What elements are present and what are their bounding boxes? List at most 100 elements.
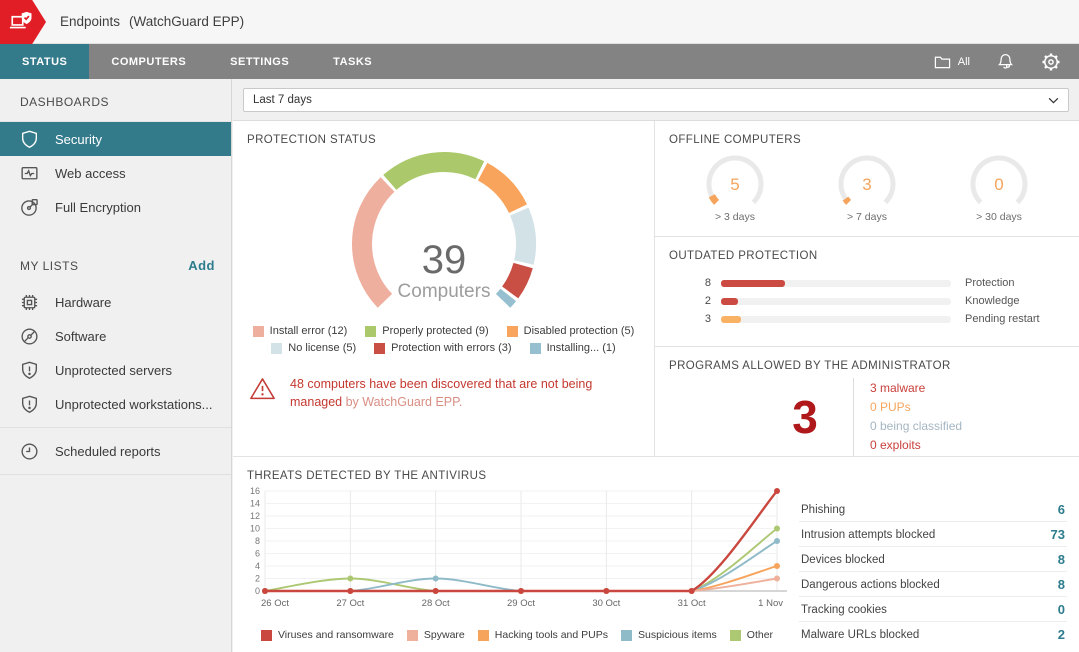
dashboard-panels: PROTECTION STATUS 39 Computers Install e… <box>233 120 1079 652</box>
sidebar-item-label: Scheduled reports <box>55 443 161 459</box>
sidebar-item-label: Unprotected servers <box>55 362 173 378</box>
stat-value: 8 <box>1057 552 1065 567</box>
panel-title: OUTDATED PROTECTION <box>669 250 818 262</box>
top-bar: Endpoints (WatchGuard EPP) <box>0 0 1079 44</box>
warning-link[interactable]: 48 computers have been discovered that a… <box>290 376 620 411</box>
sidebar-item-software[interactable]: Software <box>0 319 231 353</box>
bar-track <box>721 315 951 323</box>
legend-item: Viruses and ransomware <box>260 629 394 641</box>
sidebar-item-scheduled-reports[interactable]: Scheduled reports <box>0 434 231 468</box>
sidebar-item-web-access[interactable]: Web access <box>0 156 231 190</box>
shield-alert-icon <box>21 395 38 413</box>
legend-item: Hacking tools and PUPs <box>477 629 608 641</box>
tab-status[interactable]: STATUS <box>0 44 90 79</box>
legend-label: Protection with errors (3) <box>391 342 512 354</box>
sidebar-item-label: Unprotected workstations... <box>55 396 213 412</box>
sidebar-item-label: Full Encryption <box>55 199 141 215</box>
svg-text:4: 4 <box>255 561 260 571</box>
svg-text:12: 12 <box>250 511 260 521</box>
legend-item: Spyware <box>406 629 465 641</box>
legend-label: Spyware <box>423 629 465 641</box>
stat-row-dangerous-actions-blocked[interactable]: Dangerous actions blocked 8 <box>799 572 1067 597</box>
sidebar-item-hardware[interactable]: Hardware <box>0 285 231 319</box>
chip-icon <box>21 294 38 310</box>
offline-gauge-label: > 30 days <box>976 211 1022 223</box>
warning-main: 48 computers have been discovered that a… <box>290 377 593 409</box>
legend-item: Other <box>729 629 773 641</box>
svg-text:10: 10 <box>250 524 260 534</box>
sidebar-item-unprotected-servers[interactable]: Unprotected servers <box>0 353 231 387</box>
offline-count: 5 <box>730 175 739 194</box>
stat-label: Tracking cookies <box>801 603 887 616</box>
legend-swatch <box>529 342 541 354</box>
chevron-down-icon <box>1048 97 1059 104</box>
legend-swatch <box>506 325 518 337</box>
legend-label: Viruses and ransomware <box>277 629 394 641</box>
page-title: Endpoints (WatchGuard EPP) <box>60 14 244 29</box>
gauge-segment-disabled-protection <box>477 162 527 214</box>
stat-row-tracking-cookies[interactable]: Tracking cookies 0 <box>799 597 1067 622</box>
stat-value: 0 <box>1057 602 1065 617</box>
stat-row-devices-blocked[interactable]: Devices blocked 8 <box>799 547 1067 572</box>
threats-legend: Viruses and ransomware Spyware Hacking too… <box>239 629 795 641</box>
tab-computers[interactable]: COMPUTERS <box>111 55 187 68</box>
svg-text:30 Oct: 30 Oct <box>592 598 620 609</box>
tab-settings[interactable]: SETTINGS <box>230 55 290 68</box>
offline-gauge--30-days: 0 > 30 days <box>933 148 1065 223</box>
notifications-button[interactable] <box>996 52 1015 71</box>
stat-label: Dangerous actions blocked <box>801 578 940 591</box>
offline-gauge-label: > 3 days <box>715 211 755 223</box>
bar-fill <box>721 315 741 323</box>
nav-actions: All <box>933 44 1079 79</box>
legend-label: Installing... (1) <box>546 342 616 354</box>
legend-label: Properly protected (9) <box>382 325 489 337</box>
sidebar-item-label: Security <box>55 131 102 147</box>
endpoint-security-icon <box>9 11 32 29</box>
panel-threats-detected: THREATS DETECTED BY THE ANTIVIRUS 0 2 4 6 8 1… <box>233 456 1079 652</box>
bar-value: 3 <box>704 313 711 325</box>
legend-swatch <box>260 629 272 641</box>
bar-label: Protection <box>965 277 1015 289</box>
gauge-segment-protection-with-errors <box>501 262 533 299</box>
protection-legend: Install error (12) Properly protected (9)… <box>233 325 654 354</box>
stat-row-intrusion-attempts-blocked[interactable]: Intrusion attempts blocked 73 <box>799 522 1067 547</box>
legend-item: Properly protected (9) <box>365 325 489 337</box>
stat-row-phishing[interactable]: Phishing 6 <box>799 497 1067 522</box>
programs-total: 3 <box>792 391 818 443</box>
stat-label: Intrusion attempts blocked <box>801 528 936 541</box>
legend-swatch <box>477 629 489 641</box>
panel-programs-allowed: PROGRAMS ALLOWED BY THE ADMINISTRATOR 3 … <box>655 346 1079 456</box>
tab-tasks[interactable]: TASKS <box>333 55 373 68</box>
svg-text:31 Oct: 31 Oct <box>678 598 706 609</box>
group-filter-button[interactable]: All <box>933 53 970 70</box>
legend-label: No license (5) <box>288 342 357 354</box>
svg-text:26 Oct: 26 Oct <box>261 598 289 609</box>
svg-text:28 Oct: 28 Oct <box>422 598 450 609</box>
sidebar-item-security[interactable]: Security <box>0 122 231 156</box>
bar-fill <box>721 279 786 287</box>
stat-value: 73 <box>1050 527 1065 542</box>
stat-label: Malware URLs blocked <box>801 628 920 641</box>
disc-icon <box>21 327 38 345</box>
bar-fill <box>721 297 739 305</box>
svg-text:27 Oct: 27 Oct <box>336 598 364 609</box>
time-range-select[interactable]: Last 7 days <box>243 88 1069 112</box>
programs-summary: 3 3 malware 0 PUPs 0 being classified 0 exp… <box>773 378 1079 456</box>
sidebar-item-unprotected-workstations[interactable]: Unprotected workstations... <box>0 387 231 421</box>
add-list-link[interactable]: Add <box>188 258 215 273</box>
protection-status-gauge <box>233 148 654 321</box>
sidebar-item-full-encryption[interactable]: Full Encryption <box>0 190 231 224</box>
legend-item: Suspicious items <box>621 629 717 641</box>
panel-title: OFFLINE COMPUTERS <box>669 134 802 146</box>
legend-label: Hacking tools and PUPs <box>494 629 608 641</box>
offline-count: 3 <box>862 175 871 194</box>
settings-button[interactable] <box>1041 52 1061 72</box>
sidebar: DASHBOARDS Security Web access Full Encrypt… <box>0 79 232 652</box>
threat-stats-list: Phishing 6 Intrusion attempts blocked 73 Dev… <box>799 497 1067 646</box>
svg-text:16: 16 <box>250 486 260 496</box>
shield-alert-icon <box>21 361 38 379</box>
encryption-icon <box>21 198 38 216</box>
panel-title: THREATS DETECTED BY THE ANTIVIRUS <box>247 470 487 482</box>
stat-row-malware-urls-blocked[interactable]: Malware URLs blocked 2 <box>799 622 1067 646</box>
